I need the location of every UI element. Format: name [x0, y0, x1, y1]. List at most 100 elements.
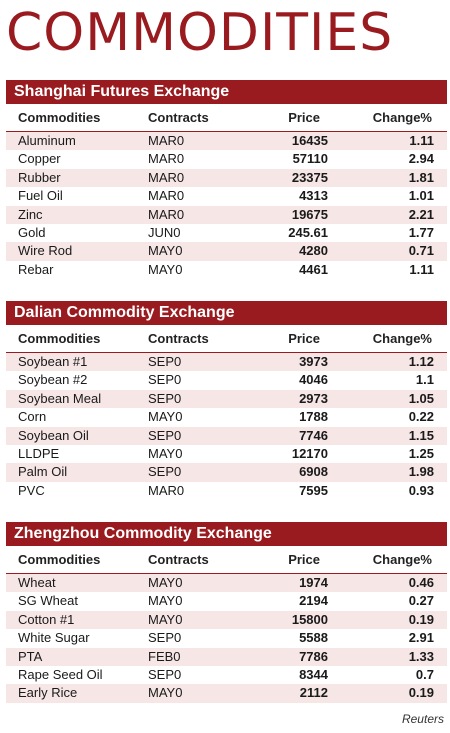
table-row: Soybean #2 SEP0 4046 1.1 — [6, 371, 447, 389]
section-title: Zhengzhou Commodity Exchange — [6, 522, 447, 546]
column-headers: Commodities Contracts Price Change% — [6, 325, 447, 353]
table-row: Wheat MAY0 1974 0.46 — [6, 574, 447, 593]
cell-contract: MAR0 — [148, 188, 185, 204]
table-row: Wire Rod MAY0 4280 0.71 — [6, 242, 447, 261]
cell-change: 1.15 — [408, 427, 434, 443]
cell-commodity: LLDPE — [18, 445, 60, 461]
cell-price: 5588 — [299, 630, 328, 646]
cell-contract: MAY0 — [148, 575, 183, 590]
cell-commodity: Zinc — [18, 206, 43, 222]
cell-commodity: Soybean Oil — [18, 427, 89, 443]
cell-commodity: SG Wheat — [18, 593, 78, 609]
cell-price: 2194 — [299, 593, 328, 609]
cell-commodity: Cotton #1 — [18, 611, 75, 627]
section-shanghai: Shanghai Futures Exchange Commodities Co… — [6, 80, 447, 279]
cell-price: 3973 — [299, 354, 328, 369]
cell-contract: MAR0 — [148, 133, 185, 148]
cell-commodity: Fuel Oil — [18, 188, 63, 204]
cell-commodity: Aluminum — [18, 133, 76, 148]
section-zhengzhou: Zhengzhou Commodity Exchange Commodities… — [6, 522, 447, 703]
cell-price: 4313 — [299, 188, 328, 204]
table-row: Zinc MAR0 19675 2.21 — [6, 205, 447, 224]
section-dalian: Dalian Commodity Exchange Commodities Co… — [6, 301, 447, 500]
header-change: Change% — [372, 552, 432, 567]
cell-contract: MAR0 — [148, 169, 185, 185]
cell-change: 1.81 — [408, 169, 434, 185]
cell-change: 1.01 — [408, 188, 434, 204]
cell-contract: MAR0 — [148, 206, 185, 222]
table-row: Soybean Oil SEP0 7746 1.15 — [6, 426, 447, 445]
cell-contract: SEP0 — [148, 630, 182, 646]
cell-commodity: PTA — [18, 648, 43, 664]
cell-change: 0.22 — [408, 409, 434, 425]
table-row: Rebar MAY0 4461 1.11 — [6, 261, 447, 279]
cell-commodity: PVC — [18, 482, 45, 498]
cell-price: 1788 — [299, 409, 328, 425]
cell-price: 19675 — [291, 206, 328, 222]
cell-change: 2.94 — [408, 151, 434, 167]
cell-contract: SEP0 — [148, 427, 182, 443]
cell-contract: SEP0 — [148, 354, 182, 369]
cell-commodity: Gold — [18, 224, 46, 240]
cell-commodity: Copper — [18, 151, 61, 167]
cell-price: 4046 — [299, 372, 328, 388]
cell-contract: FEB0 — [148, 648, 181, 664]
table-row: LLDPE MAY0 12170 1.25 — [6, 445, 447, 463]
cell-price: 4461 — [299, 261, 328, 277]
section-title: Dalian Commodity Exchange — [6, 301, 447, 325]
cell-price: 12170 — [291, 445, 328, 461]
source-credit: Reuters — [401, 712, 444, 726]
cell-price: 7595 — [299, 482, 328, 498]
table-row: PTA FEB0 7786 1.33 — [6, 647, 447, 666]
cell-change: 1.33 — [408, 648, 434, 664]
header-contracts: Contracts — [148, 110, 209, 125]
cell-commodity: Early Rice — [18, 685, 78, 701]
table-row: Early Rice MAY0 2112 0.19 — [6, 684, 447, 703]
cell-change: 1.98 — [408, 464, 434, 480]
cell-change: 0.71 — [408, 243, 434, 259]
cell-price: 8344 — [299, 666, 328, 682]
table-row: Rape Seed Oil SEP0 8344 0.7 — [6, 666, 447, 684]
cell-price: 2112 — [299, 685, 328, 701]
table-body: Aluminum MAR0 16435 1.11 Copper MAR0 57110 2.94… — [6, 132, 447, 279]
cell-contract: SEP0 — [148, 666, 182, 682]
table-row: Fuel Oil MAR0 4313 1.01 — [6, 187, 447, 205]
cell-change: 1.11 — [409, 261, 434, 277]
cell-price: 57110 — [292, 151, 328, 167]
cell-contract: MAY0 — [148, 445, 183, 461]
header-contracts: Contracts — [148, 331, 209, 346]
cell-price: 16435 — [291, 133, 328, 148]
table-row: Rubber MAR0 23375 1.81 — [6, 168, 447, 188]
cell-commodity: Soybean Meal — [18, 390, 102, 406]
cell-change: 0.46 — [408, 575, 434, 590]
cell-contract: SEP0 — [148, 372, 182, 388]
cell-change: 0.93 — [408, 482, 434, 498]
cell-commodity: Wire Rod — [18, 243, 73, 259]
header-price: Price — [288, 331, 320, 346]
table-row: Copper MAR0 57110 2.94 — [6, 150, 447, 168]
cell-contract: JUN0 — [148, 224, 181, 240]
table-body: Wheat MAY0 1974 0.46 SG Wheat MAY0 2194 0.27 Cot… — [6, 574, 447, 703]
header-change: Change% — [372, 110, 432, 125]
cell-change: 1.1 — [415, 372, 434, 388]
table-row: Cotton #1 MAY0 15800 0.19 — [6, 610, 447, 630]
cell-commodity: Rubber — [18, 169, 61, 185]
cell-commodity: Soybean #2 — [18, 372, 88, 388]
table-row: Soybean #1 SEP0 3973 1.12 — [6, 353, 447, 372]
cell-change: 1.11 — [409, 133, 434, 148]
cell-contract: SEP0 — [148, 390, 182, 406]
cell-commodity: Palm Oil — [18, 464, 68, 480]
table-row: Aluminum MAR0 16435 1.11 — [6, 132, 447, 151]
cell-price: 2973 — [299, 390, 328, 406]
cell-contract: MAY0 — [148, 685, 183, 701]
cell-price: 4280 — [299, 243, 328, 259]
cell-price: 245.61 — [288, 224, 328, 240]
cell-commodity: Wheat — [18, 575, 56, 590]
cell-commodity: Rebar — [18, 261, 54, 277]
header-commodities: Commodities — [18, 552, 101, 567]
table-row: Palm Oil SEP0 6908 1.98 — [6, 463, 447, 482]
cell-contract: MAY0 — [148, 261, 183, 277]
table-body: Soybean #1 SEP0 3973 1.12 Soybean #2 SEP0 4046… — [6, 353, 447, 500]
cell-price: 7746 — [299, 427, 328, 443]
page-title: COMMODITIES — [6, 3, 394, 63]
